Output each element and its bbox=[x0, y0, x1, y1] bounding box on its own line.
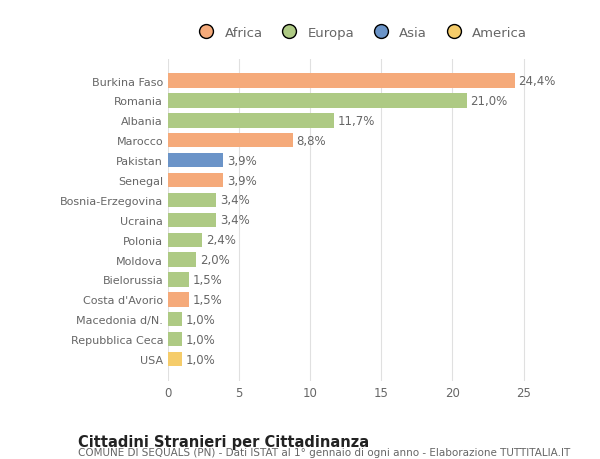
Text: 1,5%: 1,5% bbox=[193, 274, 223, 286]
Bar bbox=[168, 253, 196, 267]
Text: COMUNE DI SEQUALS (PN) - Dati ISTAT al 1° gennaio di ogni anno - Elaborazione TU: COMUNE DI SEQUALS (PN) - Dati ISTAT al 1… bbox=[78, 448, 570, 458]
Text: 3,4%: 3,4% bbox=[220, 194, 250, 207]
Text: 1,0%: 1,0% bbox=[186, 313, 215, 326]
Text: 21,0%: 21,0% bbox=[470, 95, 508, 108]
Bar bbox=[168, 213, 217, 228]
Bar bbox=[168, 193, 217, 207]
Bar bbox=[168, 313, 182, 327]
Bar bbox=[168, 134, 293, 148]
Bar bbox=[168, 292, 190, 307]
Bar bbox=[168, 273, 190, 287]
Text: 11,7%: 11,7% bbox=[338, 115, 376, 128]
Bar bbox=[168, 154, 223, 168]
Text: 24,4%: 24,4% bbox=[518, 75, 556, 88]
Text: 1,5%: 1,5% bbox=[193, 293, 223, 306]
Text: 3,4%: 3,4% bbox=[220, 214, 250, 227]
Text: 2,0%: 2,0% bbox=[200, 253, 230, 267]
Text: 2,4%: 2,4% bbox=[206, 234, 236, 246]
Bar bbox=[168, 74, 515, 89]
Text: 1,0%: 1,0% bbox=[186, 333, 215, 346]
Text: Cittadini Stranieri per Cittadinanza: Cittadini Stranieri per Cittadinanza bbox=[78, 434, 369, 449]
Text: 8,8%: 8,8% bbox=[297, 134, 326, 147]
Bar bbox=[168, 114, 334, 128]
Text: 1,0%: 1,0% bbox=[186, 353, 215, 366]
Bar bbox=[168, 233, 202, 247]
Bar bbox=[168, 352, 182, 366]
Bar bbox=[168, 332, 182, 347]
Text: 3,9%: 3,9% bbox=[227, 154, 257, 167]
Legend: Africa, Europa, Asia, America: Africa, Europa, Asia, America bbox=[188, 21, 532, 45]
Text: 3,9%: 3,9% bbox=[227, 174, 257, 187]
Bar bbox=[168, 94, 467, 108]
Bar bbox=[168, 174, 223, 188]
